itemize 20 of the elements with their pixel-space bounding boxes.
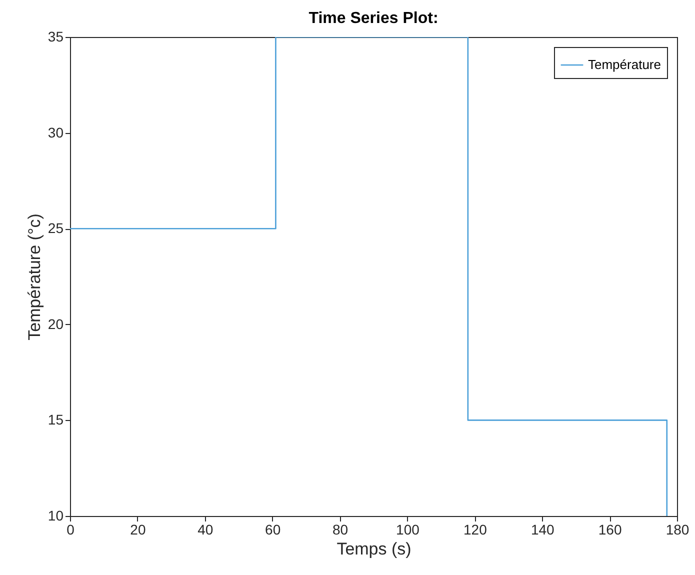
x-tick-label: 140 <box>530 522 555 538</box>
y-axis-title: Température (°c) <box>24 214 44 340</box>
x-axis-title: Temps (s) <box>336 540 412 558</box>
x-tick-label: 80 <box>332 522 348 538</box>
legend-label: Température <box>588 57 661 72</box>
y-tick-label: 30 <box>48 124 64 140</box>
y-tick-label: 35 <box>48 28 64 44</box>
chart-title: Time Series Plot: <box>308 10 438 27</box>
y-tick-label: 10 <box>48 508 64 524</box>
y-tick-label: 20 <box>48 316 64 332</box>
y-tick-label: 25 <box>48 220 64 236</box>
x-tick-label: 120 <box>463 522 488 538</box>
x-tick-label: 40 <box>198 522 214 538</box>
x-tick-label: 0 <box>66 522 75 538</box>
x-tick-label: 180 <box>666 522 690 538</box>
y-tick-label: 15 <box>48 412 64 428</box>
x-tick-label: 160 <box>598 522 622 538</box>
x-tick-label: 100 <box>396 522 420 538</box>
x-tick-label: 60 <box>265 522 281 538</box>
x-tick-label: 20 <box>130 522 146 538</box>
